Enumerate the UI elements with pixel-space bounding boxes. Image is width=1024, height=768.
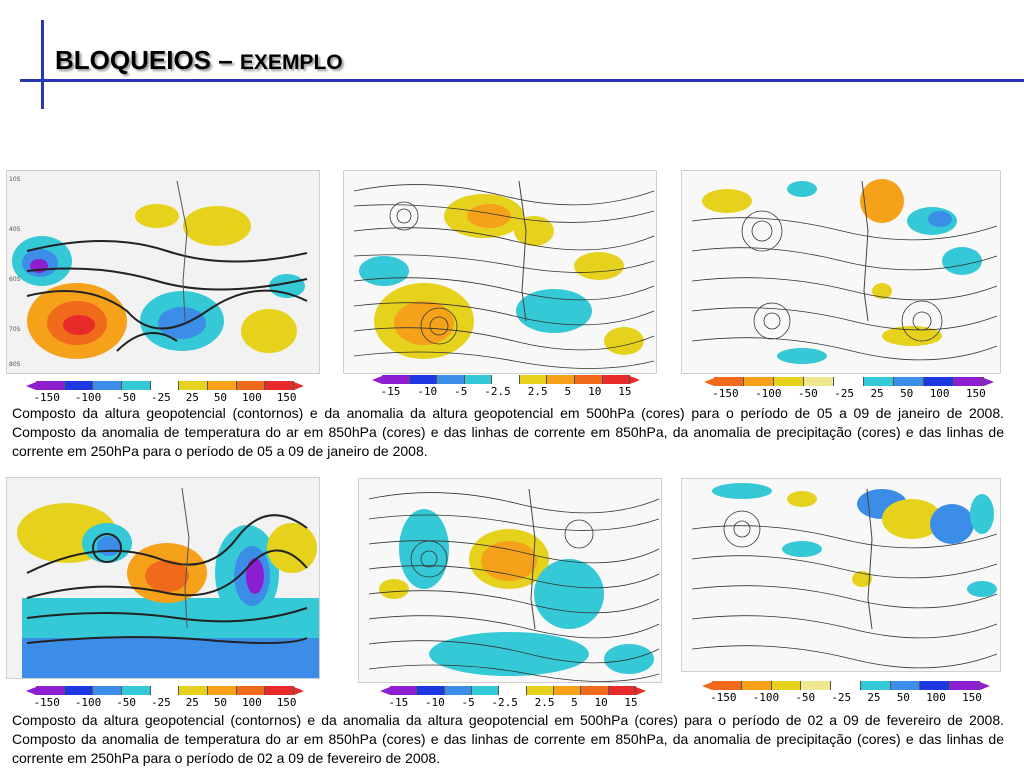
colorbar-temperature-feb: -15 -10 -5 -2.5 2.5 5 10 15 [380,686,646,709]
scale-label: -15 [388,696,409,709]
colorbar-geopotential-feb: -150 -100 -50 -25 25 50 100 150 [26,686,304,709]
scale-label: -15 [380,385,401,398]
scale-label: 25 [870,387,884,400]
scale-label: -100 [752,691,780,704]
scale-label: 50 [896,691,910,704]
scale-label: 15 [618,385,632,398]
colorbar-precipitation-jan: -150 -100 -50 -25 25 50 100 150 [704,377,994,400]
svg-text:10S: 10S [9,176,21,183]
svg-text:70S: 70S [9,326,21,333]
slide-title: BLOQUEIOS – EXEMPLO [55,45,343,76]
scale-label: 25 [185,696,199,709]
scale-label: -50 [795,691,816,704]
scale-label: 100 [929,387,950,400]
scale-label: -25 [150,696,171,709]
slide-title-main: BLOQUEIOS – [55,45,240,75]
scale-label: 5 [564,385,572,398]
scale-label: 150 [276,696,297,709]
scale-label: -10 [417,385,438,398]
map-precipitation-jan [681,170,1001,374]
scale-label: -25 [150,391,171,404]
scale-label: -50 [116,391,137,404]
caption-february: Composto da altura geopotencial (contorn… [12,712,1004,766]
scale-label: 5 [571,696,578,709]
scale-label: 10 [594,696,608,709]
title-accent-horizontal [20,79,1024,82]
scale-label: -100 [74,696,102,709]
scale-label: -50 [797,387,818,400]
svg-text:60S: 60S [9,276,21,283]
slide-title-sub: EXEMPLO [239,51,343,74]
svg-text:80S: 80S [9,361,21,368]
map-geopotential-jan: 10S 40S 60S 70S 80S [6,170,320,374]
scale-label: -150 [712,387,739,400]
scale-label: 50 [213,696,228,709]
scale-label: -100 [755,387,782,400]
scale-label: -10 [424,696,445,709]
scale-label: 10 [588,385,602,398]
scale-label: 100 [926,691,946,704]
colorbar-geopotential-jan: -150 -100 -50 -25 25 50 100 150 [26,381,304,404]
scale-label: 50 [213,391,228,404]
scale-label: -2.5 [484,385,511,398]
scale-label: -150 [710,691,737,704]
colorbar-temperature-jan: -15 -10 -5 -2.5 2.5 5 10 15 [372,375,640,398]
scale-label: 150 [962,691,982,704]
map-precipitation-feb [681,478,1001,672]
scale-label: 150 [276,391,297,404]
colorbar-precipitation-feb: -150 -100 -50 -25 25 50 100 150 [702,681,990,704]
caption-january: Composto da altura geopotencial (contorn… [12,405,1004,459]
scale-label: -25 [831,691,852,704]
scale-label: 2.5 [534,696,555,709]
scale-label: -150 [33,391,60,404]
scale-label: 15 [624,696,638,709]
scale-label: 100 [241,391,262,404]
scale-label: 25 [185,391,199,404]
scale-label: 150 [965,387,986,400]
scale-label: -150 [33,696,60,709]
map-temperature-jan [343,170,657,374]
scale-label: -5 [461,696,475,709]
scale-label: -5 [454,385,468,398]
scale-label: -2.5 [491,696,518,709]
map-temperature-feb [358,478,662,683]
title-accent-vertical [41,20,44,109]
scale-label: 50 [900,387,914,400]
scale-label: -25 [834,387,855,400]
scale-label: 2.5 [527,385,548,398]
scale-label: -100 [74,391,102,404]
svg-text:40S: 40S [9,226,21,233]
map-geopotential-feb [6,477,320,679]
scale-label: 25 [867,691,881,704]
scale-label: 100 [241,696,262,709]
scale-label: -50 [116,696,137,709]
